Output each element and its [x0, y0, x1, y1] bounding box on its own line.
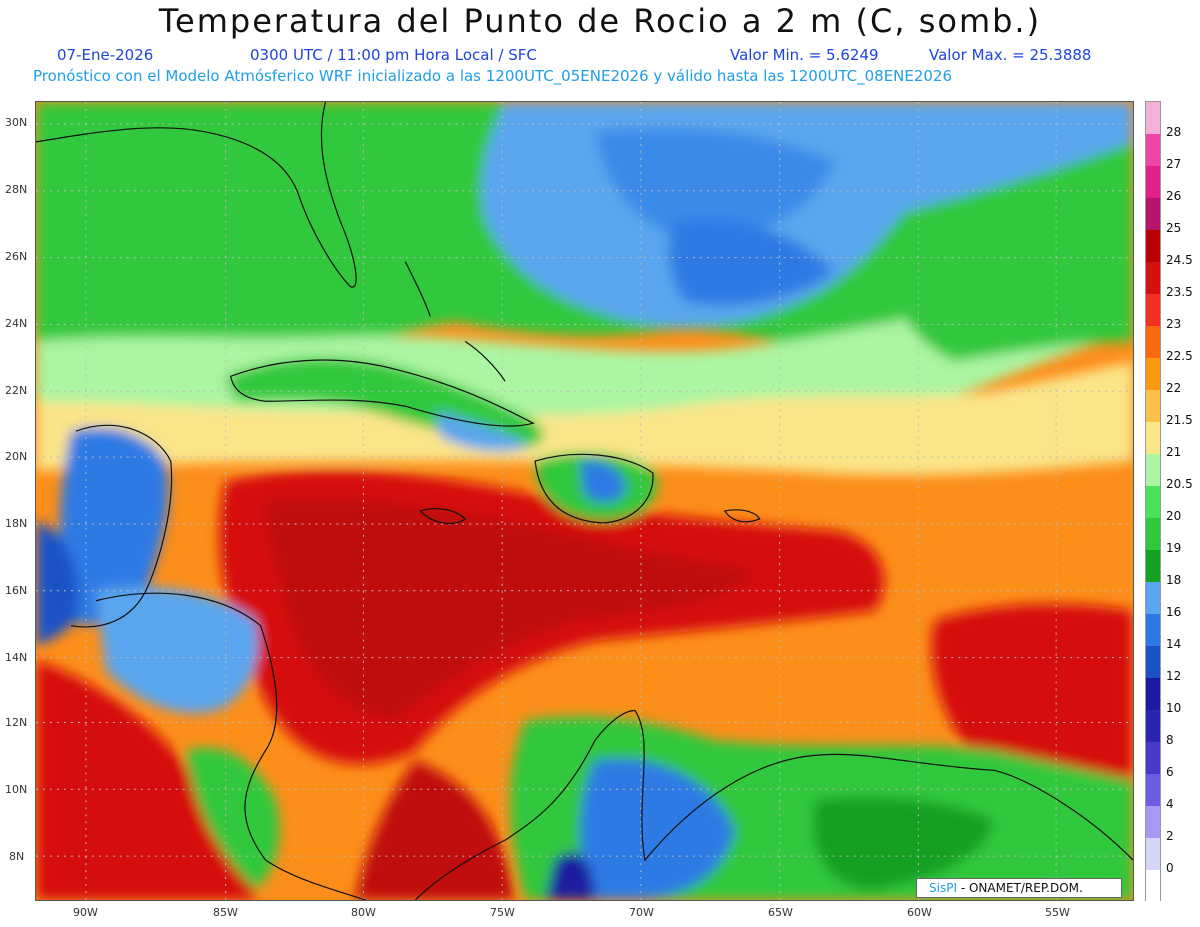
legend-swatch	[1146, 806, 1160, 839]
legend-swatch	[1146, 870, 1160, 903]
lat-label: 28N	[5, 183, 28, 196]
legend-swatch	[1146, 198, 1160, 231]
lon-label: 80W	[351, 906, 376, 919]
legend-label: 4	[1166, 797, 1174, 811]
legend-label: 23	[1166, 317, 1182, 331]
legend-label: 20	[1166, 509, 1182, 523]
legend-label: 21	[1166, 445, 1182, 459]
legend-label: 21.5	[1166, 413, 1193, 427]
legend-swatch	[1146, 358, 1160, 391]
legend-swatch	[1146, 774, 1160, 807]
legend-label: 22.5	[1166, 349, 1193, 363]
dewpoint-map	[35, 101, 1134, 901]
lon-label: 60W	[907, 906, 932, 919]
legend-label: 18	[1166, 573, 1182, 587]
lat-label: 8N	[9, 850, 25, 863]
legend-swatch	[1146, 614, 1160, 647]
lat-label: 16N	[5, 584, 28, 597]
lat-label: 18N	[5, 517, 28, 530]
lon-label: 65W	[768, 906, 793, 919]
legend-label: 22	[1166, 381, 1182, 395]
lat-label: 22N	[5, 384, 28, 397]
legend-label: 12	[1166, 669, 1182, 683]
legend-swatch	[1146, 102, 1160, 135]
lon-label: 85W	[213, 906, 238, 919]
legend-swatch	[1146, 326, 1160, 359]
legend-swatch	[1146, 134, 1160, 167]
legend-swatch	[1146, 646, 1160, 679]
legend-label: 23.5	[1166, 285, 1193, 299]
lat-label: 30N	[5, 116, 28, 129]
legend-swatch	[1146, 742, 1160, 775]
model-info: Pronóstico con el Modelo Atmósferico WRF…	[33, 67, 953, 85]
legend-label: 27	[1166, 157, 1182, 171]
min-value: Valor Min. = 5.6249	[730, 46, 879, 64]
legend-swatch	[1146, 262, 1160, 295]
coastlines	[36, 102, 1133, 900]
lat-label: 24N	[5, 317, 28, 330]
legend-swatch	[1146, 294, 1160, 327]
color-scale-bar	[1145, 101, 1161, 903]
lon-label: 90W	[73, 906, 98, 919]
legend-label: 6	[1166, 765, 1174, 779]
lon-label: 55W	[1045, 906, 1070, 919]
legend-label: 16	[1166, 605, 1182, 619]
legend-swatch	[1146, 422, 1160, 455]
legend-label: 20.5	[1166, 477, 1193, 491]
legend-swatch	[1146, 550, 1160, 583]
legend-swatch	[1146, 166, 1160, 199]
legend-label: 14	[1166, 637, 1182, 651]
lon-label: 75W	[490, 906, 515, 919]
credit-brand: SisPI	[929, 881, 957, 895]
legend-swatch	[1146, 582, 1160, 615]
lat-label: 20N	[5, 450, 28, 463]
legend-swatch	[1146, 710, 1160, 743]
legend-label: 28	[1166, 125, 1182, 139]
forecast-time: 0300 UTC / 11:00 pm Hora Local / SFC	[250, 46, 537, 64]
credit-box: SisPI - ONAMET/REP.DOM.	[916, 878, 1122, 898]
legend-swatch	[1146, 678, 1160, 711]
lat-label: 26N	[5, 250, 28, 263]
lon-label: 70W	[629, 906, 654, 919]
legend-label: 2	[1166, 829, 1174, 843]
forecast-date: 07-Ene-2026	[57, 46, 154, 64]
legend-label: 19	[1166, 541, 1182, 555]
legend-swatch	[1146, 518, 1160, 551]
legend-swatch	[1146, 454, 1160, 487]
legend-swatch	[1146, 230, 1160, 263]
legend-swatch	[1146, 486, 1160, 519]
legend-label: 25	[1166, 221, 1182, 235]
legend-label: 0	[1166, 861, 1174, 875]
map-title: Temperatura del Punto de Rocio a 2 m (C,…	[158, 2, 1042, 40]
legend-label: 8	[1166, 733, 1174, 747]
max-value: Valor Max. = 25.3888	[929, 46, 1092, 64]
legend-label: 26	[1166, 189, 1182, 203]
lat-label: 14N	[5, 651, 28, 664]
legend-label: 24.5	[1166, 253, 1193, 267]
lat-lon-grid	[36, 102, 1133, 900]
legend-label: 10	[1166, 701, 1182, 715]
lat-label: 10N	[5, 783, 28, 796]
legend-swatch	[1146, 838, 1160, 871]
lat-label: 12N	[5, 716, 28, 729]
credit-text: - ONAMET/REP.DOM.	[960, 881, 1083, 895]
legend-swatch	[1146, 390, 1160, 423]
